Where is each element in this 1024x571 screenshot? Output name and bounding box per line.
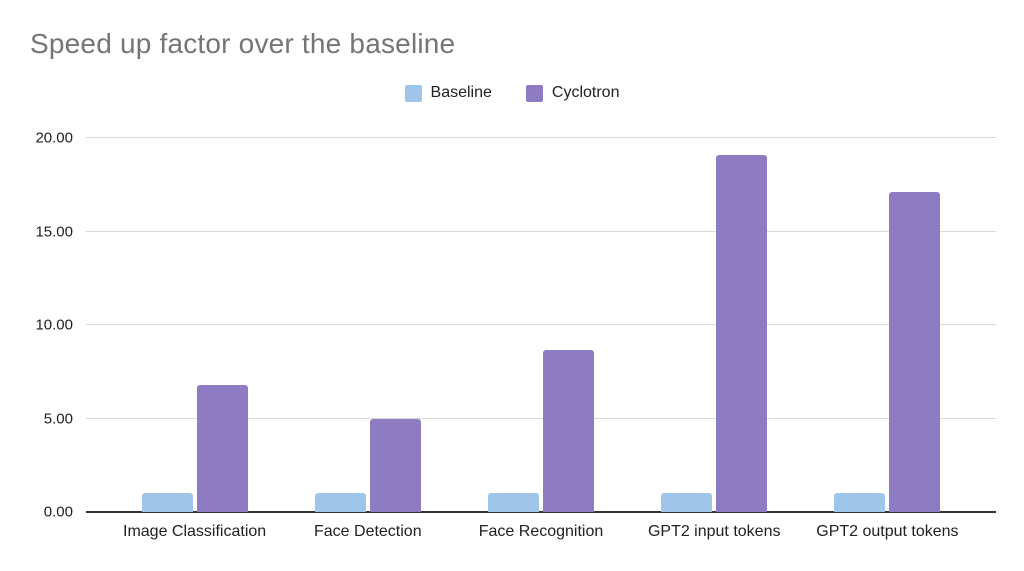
y-axis-tick-label: 20.00	[35, 129, 73, 147]
gridline-10	[86, 324, 996, 325]
cyclotron-bar	[889, 192, 941, 512]
bar-group: Face Recognition	[454, 138, 627, 540]
plot-area: 0.00 5.00 10.00 15.00 20.00 Image Classificat…	[35, 131, 996, 540]
gridline-5	[86, 417, 996, 419]
legend-item-baseline: Baseline	[404, 84, 492, 102]
baseline-bar	[661, 493, 713, 512]
cyclotron-bar	[196, 384, 248, 512]
baseline-bar	[488, 493, 539, 512]
bar-group: GPT2 input tokens	[628, 138, 801, 540]
baseline-bar	[314, 493, 366, 512]
bar-group: GPT2 output tokens	[801, 138, 974, 540]
legend-label-cyclotron: Cyclotron	[551, 84, 620, 101]
x-axis-category-label: Image Classification	[123, 523, 267, 540]
x-axis-line	[86, 511, 996, 513]
gridline-15	[86, 230, 996, 232]
legend: Baseline Cyclotron	[0, 84, 1024, 102]
legend-label-baseline: Baseline	[430, 84, 492, 101]
cyclotron-bar	[369, 419, 421, 512]
x-axis-category-label: GPT2 output tokens	[816, 523, 959, 540]
cyclotron-bar	[716, 154, 768, 512]
bar-group: Image Classification	[108, 138, 281, 540]
x-axis-category-label: Face Recognition	[478, 523, 604, 540]
y-axis-tick-label: 15.00	[35, 223, 73, 240]
baseline-bar	[141, 493, 193, 512]
cyclotron-bar	[543, 350, 594, 512]
bar-groups: Image Classification Face Detection Face R…	[86, 138, 996, 540]
x-axis-category-label: GPT2 input tokens	[647, 523, 781, 540]
y-axis-tick-label: 5.00	[43, 410, 73, 427]
bar-group: Face Detection	[281, 138, 454, 540]
legend-swatch-cyclotron-icon	[525, 84, 543, 102]
chart-title: Speed up factor over the baseline	[30, 28, 456, 59]
legend-swatch-baseline-icon	[404, 84, 422, 102]
y-axis-tick-label: 0.00	[43, 503, 73, 521]
gridline-20	[86, 137, 996, 138]
legend-item-cyclotron: Cyclotron	[525, 84, 620, 102]
baseline-bar	[834, 493, 886, 512]
x-axis-category-label: Face Detection	[313, 523, 422, 540]
y-axis-tick-label: 10.00	[35, 316, 73, 334]
